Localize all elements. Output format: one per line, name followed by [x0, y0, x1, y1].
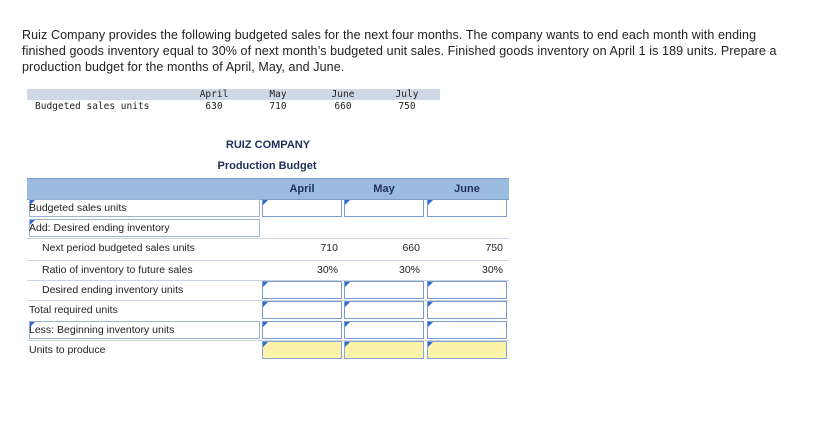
answer-cell-june[interactable] — [427, 341, 507, 359]
value-may: 30% — [398, 264, 420, 276]
budget-row: Next period budgeted sales units 710 660… — [27, 238, 509, 258]
row-label: Less: Beginning inventory units — [29, 324, 175, 336]
answer-cell-april[interactable] — [262, 341, 342, 359]
input-cell-april[interactable] — [262, 281, 342, 299]
budget-title: Production Budget — [217, 160, 317, 172]
row-label: Budgeted sales units — [29, 202, 127, 214]
value-june: 30% — [481, 264, 503, 276]
row-label: Units to produce — [29, 344, 106, 356]
value-may: 660 — [402, 242, 420, 254]
value-april: 710 — [320, 242, 338, 254]
sales-header-band — [27, 89, 440, 100]
budget-row: Less: Beginning inventory units — [27, 320, 509, 340]
value-april: 30% — [316, 264, 338, 276]
column-header-may: May — [373, 183, 395, 195]
input-cell-may[interactable] — [344, 321, 424, 339]
column-header-april: April — [289, 183, 315, 195]
sales-month-header: June — [331, 89, 355, 100]
row-divider — [27, 280, 509, 281]
row-label-box[interactable] — [29, 199, 260, 217]
row-divider — [27, 238, 509, 239]
input-cell-may[interactable] — [344, 301, 424, 319]
input-cell-june[interactable] — [427, 301, 507, 319]
row-label: Desired ending inventory units — [42, 284, 184, 296]
answer-cell-may[interactable] — [344, 341, 424, 359]
input-cell-may[interactable] — [344, 281, 424, 299]
sales-value: 630 — [205, 101, 223, 112]
row-divider — [27, 300, 509, 301]
column-header-row: April May June — [27, 178, 509, 200]
sales-month-header: May — [269, 89, 287, 100]
input-cell-april[interactable] — [262, 301, 342, 319]
budget-row: Add: Desired ending inventory — [27, 218, 509, 238]
column-header-june: June — [454, 183, 480, 195]
company-name: RUIZ COMPANY — [225, 139, 311, 151]
row-label: Ratio of inventory to future sales — [42, 264, 193, 276]
row-label: Add: Desired ending inventory — [29, 222, 170, 234]
input-cell-june[interactable] — [427, 199, 507, 217]
budget-row: Desired ending inventory units — [27, 280, 509, 300]
sales-value: 750 — [398, 101, 416, 112]
budget-row: Total required units — [27, 300, 509, 320]
input-cell-april[interactable] — [262, 321, 342, 339]
sales-month-header: April — [199, 89, 229, 100]
budget-title-band: RUIZ COMPANY Production Budget — [27, 133, 509, 178]
problem-text: Ruiz Company provides the following budg… — [22, 28, 777, 74]
budget-row: Budgeted sales units — [27, 198, 509, 218]
row-label: Total required units — [29, 304, 118, 316]
input-cell-may[interactable] — [344, 199, 424, 217]
value-june: 750 — [485, 242, 503, 254]
input-cell-june[interactable] — [427, 321, 507, 339]
row-divider — [27, 260, 509, 261]
row-label: Next period budgeted sales units — [42, 242, 195, 254]
row-label-box[interactable] — [29, 321, 260, 339]
input-cell-april[interactable] — [262, 199, 342, 217]
sales-month-header: July — [395, 89, 419, 100]
budget-row: Ratio of inventory to future sales 30% 3… — [27, 260, 509, 280]
row-divider — [27, 340, 509, 341]
sales-value: 710 — [269, 101, 287, 112]
budget-row: Units to produce — [27, 340, 509, 360]
row-label-box[interactable] — [29, 219, 260, 237]
production-budget: RUIZ COMPANY Production Budget April May… — [27, 133, 509, 360]
sales-row-label: Budgeted sales units — [35, 101, 150, 112]
input-cell-june[interactable] — [427, 281, 507, 299]
sales-value: 660 — [334, 101, 352, 112]
